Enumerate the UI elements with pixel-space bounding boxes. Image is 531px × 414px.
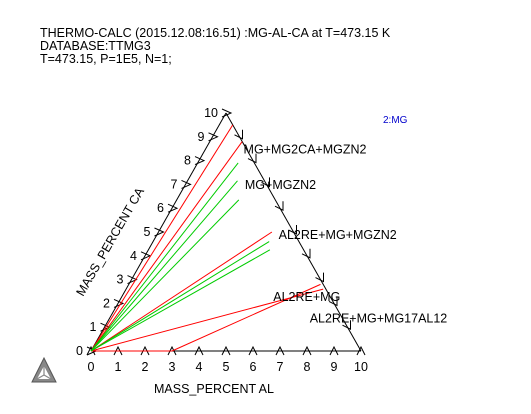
red-boundary-line	[171, 283, 321, 352]
phase-region-label: AL2RE+MG+MGZN2	[279, 228, 397, 242]
header-database: DATABASE:TTMG3	[40, 39, 151, 53]
red-boundary-line	[90, 288, 324, 352]
hypotenuse-tick-mark	[247, 153, 257, 164]
x-tick-mark	[113, 345, 123, 356]
hypotenuse-tick-mark	[342, 320, 351, 331]
x-tick-mark	[302, 345, 312, 356]
x-tick-label: 6	[250, 360, 257, 374]
hypotenuse-tick-mark	[274, 201, 284, 212]
x-tick-label: 0	[88, 360, 95, 374]
x-tick-mark	[248, 345, 258, 356]
x-tick-label: 3	[169, 360, 176, 374]
y-tick-mark	[140, 251, 152, 261]
red-boundary-line	[90, 231, 273, 352]
y-tick-mark	[194, 156, 206, 166]
y-tick-label: 9	[198, 130, 205, 144]
x-axis-label: MASS_PERCENT AL	[154, 382, 274, 396]
chart-header: THERMO-CALC (2015.12.08:16.51) :MG-AL-CA…	[40, 27, 390, 66]
red-boundary-line	[90, 141, 243, 352]
x-tick-label: 8	[304, 360, 311, 374]
plot-labels: MG+MG2CA+MGZN2 MG+MGZN2 AL2RE+MG+MGZN2 AL2R…	[244, 142, 448, 325]
x-tick-label: 10	[354, 360, 368, 374]
y-tick-label: 8	[184, 154, 191, 168]
hypotenuse-tick-mark	[315, 272, 324, 283]
green-tie-line	[90, 162, 239, 352]
phase-region-label: MG+MGZN2	[245, 178, 316, 192]
y-tick-label: 3	[117, 273, 124, 287]
green-tie-line	[90, 199, 240, 352]
x-tick-label: 4	[196, 360, 203, 374]
x-tick-label: 7	[277, 360, 284, 374]
y-tick-label: 7	[171, 177, 178, 191]
x-tick-mark	[140, 345, 150, 356]
y-tick-label: 5	[144, 225, 151, 239]
x-tick-label: 2	[142, 360, 149, 374]
red-boundary-line	[90, 124, 234, 352]
y-tick-label: 6	[157, 201, 164, 215]
y-tick-mark	[181, 179, 192, 189]
y-tick-mark	[208, 132, 219, 142]
plot-lines	[90, 124, 324, 352]
y-tick-label: 4	[130, 249, 137, 263]
hypotenuse-tick-mark	[234, 129, 243, 140]
x-tick-mark	[221, 345, 231, 356]
x-tick-mark	[275, 345, 285, 356]
hypotenuse-tick-mark	[261, 177, 270, 188]
x-tick-label: 1	[115, 360, 122, 374]
hypotenuse-tick-mark	[328, 296, 338, 307]
y-axis-line	[90, 112, 227, 352]
header-conditions: T=473.15, P=1E5, N=1;	[40, 52, 172, 66]
x-tick-mark	[329, 345, 339, 356]
header-title: THERMO-CALC (2015.12.08:16.51) :MG-AL-CA…	[40, 26, 391, 40]
y-tick-label: 0	[76, 344, 83, 358]
y-tick-mark	[167, 203, 179, 213]
y-tick-mark	[127, 275, 138, 285]
green-tie-line	[90, 180, 238, 352]
y-tick-mark	[221, 108, 233, 118]
y-tick-label: 10	[204, 106, 218, 120]
x-tick-label: 5	[223, 360, 230, 374]
y-tick-mark	[113, 298, 125, 308]
hypotenuse-tick-mark	[301, 248, 311, 259]
thermo-calc-triangle-logo-icon	[31, 356, 57, 383]
x-tick-mark	[356, 345, 366, 356]
phase-region-label: MG+MG2CA+MGZN2	[244, 142, 367, 156]
phase-region-label: AL2RE+MG	[273, 290, 340, 304]
legend-entry: 2:MG	[383, 115, 408, 126]
phase-region-label: AL2RE+MG+MG17AL12	[310, 311, 448, 325]
y-tick-label: 2	[103, 296, 110, 310]
y-tick-mark	[154, 227, 165, 237]
x-tick-label: 9	[331, 360, 338, 374]
y-axis-label: MASS_PERCENT CA	[73, 185, 147, 299]
y-tick-label: 1	[90, 320, 97, 334]
x-tick-mark	[194, 345, 204, 356]
green-tie-line	[90, 241, 270, 352]
green-tie-line	[90, 249, 271, 352]
x-tick-mark	[167, 345, 177, 356]
hypotenuse-tick-mark	[288, 225, 297, 235]
